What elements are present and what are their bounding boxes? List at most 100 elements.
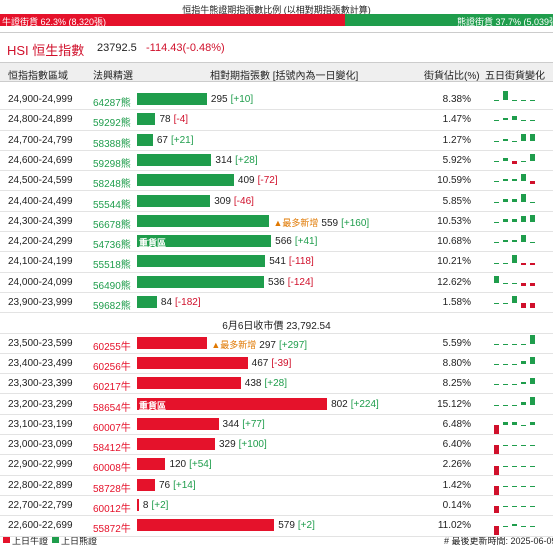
warrant-code[interactable]: 64287熊 bbox=[93, 98, 131, 109]
count-bar bbox=[137, 499, 139, 511]
share: 1.58% bbox=[442, 297, 471, 308]
warrant-code[interactable]: 58248熊 bbox=[93, 179, 131, 191]
warrant-code[interactable]: 58654牛 bbox=[93, 402, 131, 414]
five-day-mark bbox=[494, 485, 499, 495]
warrant-code[interactable]: 58412牛 bbox=[93, 443, 131, 455]
warrant-code[interactable]: 55872牛 bbox=[93, 524, 131, 536]
share: 1.42% bbox=[442, 479, 471, 491]
warrant-code[interactable]: 58388熊 bbox=[93, 138, 131, 150]
table-header: 恒指指數區域 法興精選 相對期指張數 [括號內為一日變化] 街貨佔比(%) 五日… bbox=[0, 62, 553, 82]
range: 22,800-22,899 bbox=[8, 479, 73, 491]
bar-label: 重貨區 bbox=[139, 238, 167, 249]
count-text: ▲最多新增 559 [+160] bbox=[273, 216, 369, 229]
warrant-code[interactable]: 58728牛 bbox=[93, 483, 131, 495]
range: 23,200-23,299 bbox=[8, 398, 73, 410]
count: 309 bbox=[214, 195, 231, 207]
count-bar bbox=[137, 438, 215, 451]
five-day-mark bbox=[494, 100, 499, 102]
count: 409 bbox=[237, 175, 255, 187]
five-day-mark bbox=[512, 178, 517, 182]
five-day-mark bbox=[503, 465, 508, 467]
close-label: 6月6日收市價 23,792.54 bbox=[222, 321, 331, 333]
bar-label: 重貨區 bbox=[139, 400, 167, 411]
count-text: 438 [+28] bbox=[245, 378, 287, 389]
count-text: 566 [+41] bbox=[275, 236, 317, 247]
change: [+2] bbox=[297, 520, 315, 532]
five-day-mark bbox=[512, 161, 517, 164]
count: 78 bbox=[159, 114, 171, 126]
warrant-code[interactable]: 60007牛 bbox=[93, 422, 131, 434]
five-day-mark bbox=[530, 201, 535, 203]
table-row: 23,200-23,299 58654牛 重貨區 802 [+224] 15.12% bbox=[0, 394, 553, 415]
table-row: 24,800-24,899 59292熊 78 [-4] 1.47% bbox=[0, 109, 553, 131]
five-day-mark bbox=[530, 120, 535, 122]
five-day-mark bbox=[521, 282, 526, 286]
warrant-code[interactable]: 60217牛 bbox=[93, 382, 131, 394]
warrant-code[interactable]: 60008牛 bbox=[93, 463, 131, 475]
five-day-mark bbox=[530, 445, 535, 447]
warrant-code[interactable]: 59292熊 bbox=[93, 118, 131, 130]
table-row: 22,800-22,899 58728牛 76 [+14] 1.42% bbox=[0, 475, 553, 496]
five-day-mark bbox=[503, 117, 508, 121]
warrant-code[interactable]: 60012牛 bbox=[93, 504, 131, 515]
five-day-mark bbox=[521, 100, 526, 102]
warrant-code[interactable]: 59298熊 bbox=[93, 158, 131, 170]
warrant-code[interactable]: 55544熊 bbox=[93, 199, 131, 211]
table-row: 23,300-23,399 60217牛 438 [+28] 8.25% bbox=[0, 373, 553, 395]
five-day-mark bbox=[521, 445, 526, 447]
count-bar bbox=[137, 113, 156, 126]
count: 344 bbox=[222, 418, 240, 430]
change: [+54] bbox=[189, 459, 212, 471]
five-day-mark bbox=[512, 239, 517, 243]
table-row: 24,200-24,299 54736熊 重貨區 566 [+41] 10.68% bbox=[0, 231, 553, 253]
warrant-code[interactable]: 59682熊 bbox=[93, 301, 131, 312]
five-day-mark bbox=[494, 506, 499, 514]
share: 5.59% bbox=[442, 337, 471, 349]
count: 314 bbox=[215, 154, 233, 166]
range: 24,100-24,199 bbox=[8, 256, 73, 268]
five-day-mark bbox=[530, 465, 535, 467]
count-bar bbox=[137, 336, 208, 349]
five-day-mark bbox=[521, 194, 526, 202]
close-row: 6月6日收市價 23,792.54 bbox=[0, 312, 553, 334]
range: 24,900-24,999 bbox=[8, 94, 73, 105]
change: [+2] bbox=[151, 500, 169, 511]
five-day-mark bbox=[530, 262, 535, 266]
five-day-mark bbox=[503, 91, 508, 101]
five-day-mark bbox=[521, 506, 526, 508]
warrant-code[interactable]: 60256牛 bbox=[93, 361, 131, 373]
five-day-mark bbox=[512, 343, 517, 345]
count-bar bbox=[137, 458, 166, 471]
count: 8 bbox=[142, 500, 149, 511]
five-day-mark bbox=[503, 343, 508, 345]
five-day-mark bbox=[530, 181, 535, 185]
warrant-code[interactable]: 55518熊 bbox=[93, 260, 131, 272]
count-bar bbox=[137, 417, 219, 430]
table-row: 24,400-24,499 55544熊 309 [-46] 5.85% bbox=[0, 191, 553, 212]
five-day-mark bbox=[530, 422, 535, 425]
count-bar bbox=[137, 93, 207, 105]
five-day-mark bbox=[530, 282, 535, 286]
warrant-code[interactable]: 54736熊 bbox=[93, 240, 131, 252]
change: [-4] bbox=[173, 114, 189, 126]
change: [+28] bbox=[235, 154, 258, 166]
warrant-code[interactable]: 56490熊 bbox=[93, 280, 131, 292]
five-day-mark bbox=[512, 404, 517, 406]
change: [+160] bbox=[341, 217, 370, 229]
share: 6.48% bbox=[442, 418, 471, 430]
five-day-mark bbox=[494, 201, 499, 203]
range: 22,700-22,799 bbox=[8, 500, 73, 511]
warrant-code[interactable]: 56678熊 bbox=[93, 219, 131, 231]
warrant-code[interactable]: 60255牛 bbox=[93, 341, 131, 353]
five-day-mark bbox=[503, 404, 508, 406]
range: 24,500-24,599 bbox=[8, 175, 73, 187]
range: 24,700-24,799 bbox=[8, 134, 73, 146]
five-day-mark bbox=[521, 401, 526, 405]
five-day-mark bbox=[503, 158, 508, 162]
five-day-mark bbox=[494, 384, 499, 386]
five-day-mark bbox=[494, 181, 499, 183]
five-day-mark bbox=[530, 485, 535, 487]
share: 11.02% bbox=[437, 520, 471, 532]
header-cell: 街貨佔比(%) bbox=[424, 71, 480, 82]
range: 23,000-23,099 bbox=[8, 439, 73, 451]
